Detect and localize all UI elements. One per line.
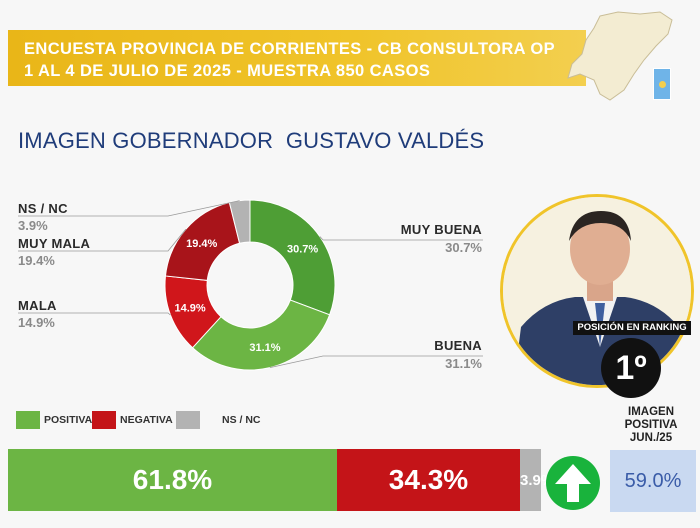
stacked-bar: 61.8% 34.3% 3.9% [8, 449, 554, 511]
corrientes-map-icon [560, 8, 690, 108]
value-buena: 31.1% [445, 356, 482, 371]
comparison-title-line-1: IMAGEN [628, 406, 674, 418]
value-muy-buena: 30.7% [445, 240, 482, 255]
donut-slice-label: 30.7% [287, 244, 318, 256]
legend-swatch-nsnc [176, 411, 200, 429]
header-banner: ENCUESTA PROVINCIA DE CORRIENTES - CB CO… [8, 30, 586, 86]
comparison-title: IMAGEN POSITIVA JUN./25 [606, 406, 696, 445]
donut-slice-ns-nc [228, 199, 251, 244]
label-muy-mala: MUY MALA [18, 236, 91, 251]
label-nsnc: NS / NC [18, 201, 68, 216]
donut-slice-label: 14.9% [175, 303, 206, 315]
legend-text-negativa: NEGATIVA [120, 414, 173, 426]
label-muy-buena: MUY BUENA [400, 222, 482, 237]
flag-icon [653, 68, 671, 100]
value-mala: 14.9% [18, 315, 55, 330]
comparison-title-line-3: JUN./25 [629, 432, 673, 444]
up-arrow-icon [546, 456, 600, 510]
legend-text-nsnc: NS / NC [222, 414, 261, 426]
page-title: IMAGEN GOBERNADOR GUSTAVO VALDÉS [18, 128, 485, 153]
comparison-title-line-2: POSITIVA [624, 419, 678, 431]
value-nsnc: 3.9% [18, 218, 48, 233]
bar-segment-negativa: 34.3% [337, 449, 520, 511]
ranking-badge: 1º [601, 338, 661, 398]
donut-slice-label: 31.1% [249, 342, 280, 354]
bar-segment-ns-nc: 3.9% [520, 449, 554, 511]
label-buena: BUENA [434, 338, 482, 353]
donut-slice-mala [164, 275, 222, 349]
donut-slice-muy-mala [164, 201, 241, 281]
value-muy-mala: 19.4% [18, 253, 55, 268]
header-line-1: ENCUESTA PROVINCIA DE CORRIENTES - CB CO… [24, 40, 556, 58]
label-mala: MALA [18, 298, 57, 313]
bar-segment-positiva: 61.8% [8, 449, 337, 511]
legend-swatch-positiva [16, 411, 40, 429]
previous-positive-image: 59.0% [610, 450, 696, 512]
header-line-2: 1 AL 4 DE JULIO DE 2025 - MUESTRA 850 CA… [24, 62, 431, 80]
ranking-label: POSICIÓN EN RANKING [573, 321, 691, 335]
legend-text-positiva: POSITIVA [44, 414, 93, 426]
donut-slice-buena [191, 299, 331, 371]
governor-photo [500, 194, 694, 388]
legend-swatch-negativa [92, 411, 116, 429]
donut-slice-label: 19.4% [186, 238, 217, 250]
donut-slice-muy-buena [249, 199, 336, 316]
